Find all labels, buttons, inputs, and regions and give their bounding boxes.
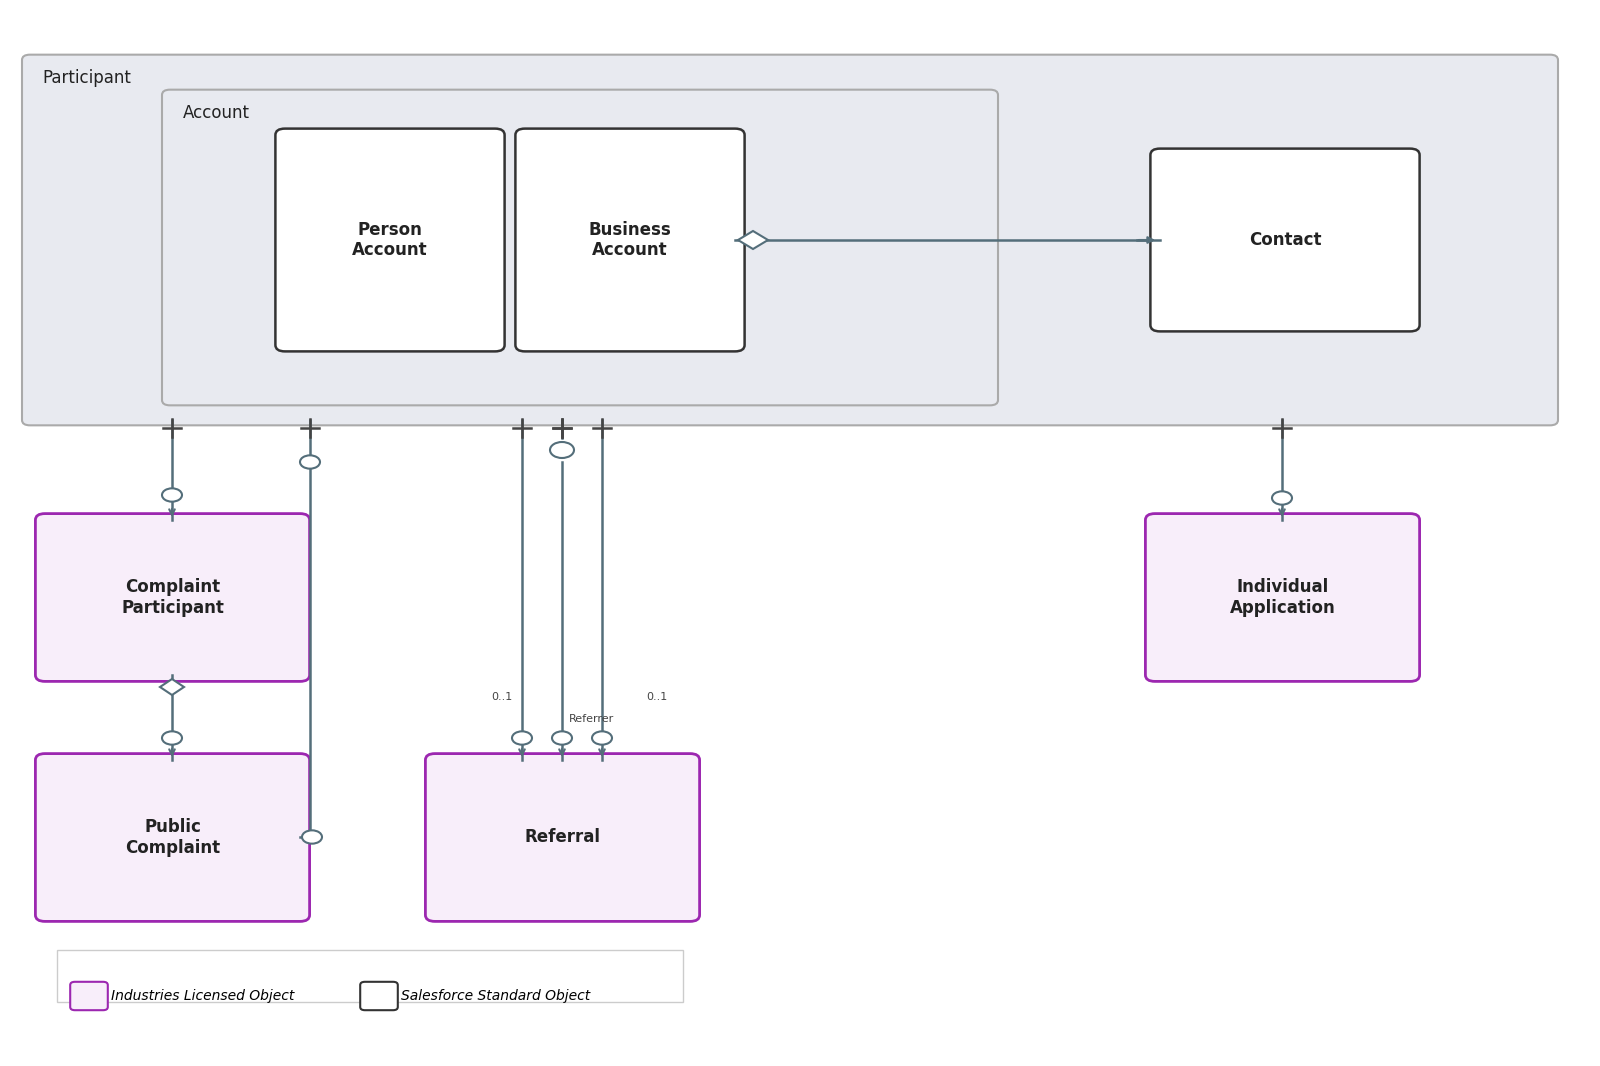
Circle shape [162, 488, 182, 502]
Circle shape [1272, 491, 1293, 504]
FancyBboxPatch shape [70, 982, 107, 1011]
Circle shape [512, 731, 531, 745]
FancyBboxPatch shape [360, 982, 398, 1011]
FancyBboxPatch shape [275, 129, 504, 352]
FancyBboxPatch shape [1146, 514, 1419, 681]
FancyBboxPatch shape [22, 54, 1558, 425]
Circle shape [550, 442, 574, 458]
Polygon shape [738, 231, 768, 249]
Circle shape [592, 731, 611, 745]
Text: Public
Complaint: Public Complaint [125, 818, 221, 857]
Text: Referral: Referral [525, 828, 600, 846]
FancyBboxPatch shape [1150, 148, 1419, 332]
Text: Account: Account [182, 103, 250, 122]
Circle shape [302, 830, 322, 843]
Text: Referrer: Referrer [570, 714, 614, 724]
Text: Industries Licensed Object: Industries Licensed Object [110, 989, 294, 1003]
FancyBboxPatch shape [426, 754, 699, 921]
Text: Participant: Participant [43, 68, 131, 86]
Circle shape [162, 731, 182, 745]
FancyBboxPatch shape [35, 754, 310, 921]
Text: 0..1: 0..1 [646, 692, 667, 702]
Circle shape [301, 455, 320, 469]
Text: Person
Account: Person Account [352, 221, 427, 259]
FancyBboxPatch shape [162, 90, 998, 405]
Polygon shape [160, 679, 184, 695]
Text: Individual
Application: Individual Application [1230, 578, 1336, 617]
Text: Salesforce Standard Object: Salesforce Standard Object [402, 989, 590, 1003]
Text: 0..1: 0..1 [491, 692, 512, 702]
Text: Contact: Contact [1248, 231, 1322, 249]
Text: Business
Account: Business Account [589, 221, 672, 259]
FancyBboxPatch shape [58, 950, 683, 1002]
Text: Complaint
Participant: Complaint Participant [122, 578, 224, 617]
Circle shape [552, 731, 573, 745]
FancyBboxPatch shape [35, 514, 310, 681]
FancyBboxPatch shape [515, 129, 744, 352]
